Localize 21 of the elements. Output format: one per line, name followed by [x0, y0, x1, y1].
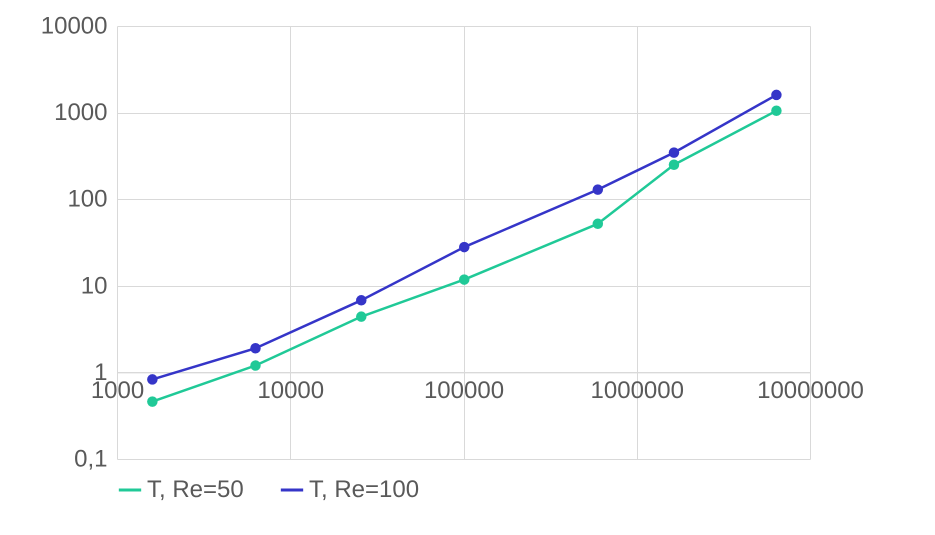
point [147, 396, 158, 407]
x-tick-label: 10000 [257, 376, 324, 404]
x-tick-label: 100000 [424, 376, 504, 404]
point [356, 311, 367, 322]
x-tick-label: 1000000 [590, 376, 684, 404]
point [250, 360, 261, 371]
legend-label: T, Re=50 [147, 476, 244, 503]
point [356, 295, 367, 306]
point [459, 242, 470, 252]
point [250, 343, 261, 354]
y-tick-label: 10 [80, 272, 108, 300]
point [147, 374, 158, 385]
legend-label: T, Re=100 [309, 476, 420, 503]
point [668, 160, 680, 170]
x-tick-label: 10000000 [757, 376, 864, 404]
y-tick-label: 100 [67, 186, 108, 213]
y-tick-label: 10000 [40, 12, 108, 40]
y-tick-label: 0,1 [74, 446, 108, 472]
point [459, 274, 470, 285]
point [668, 147, 680, 158]
y-tick-label: 1000 [54, 99, 108, 126]
